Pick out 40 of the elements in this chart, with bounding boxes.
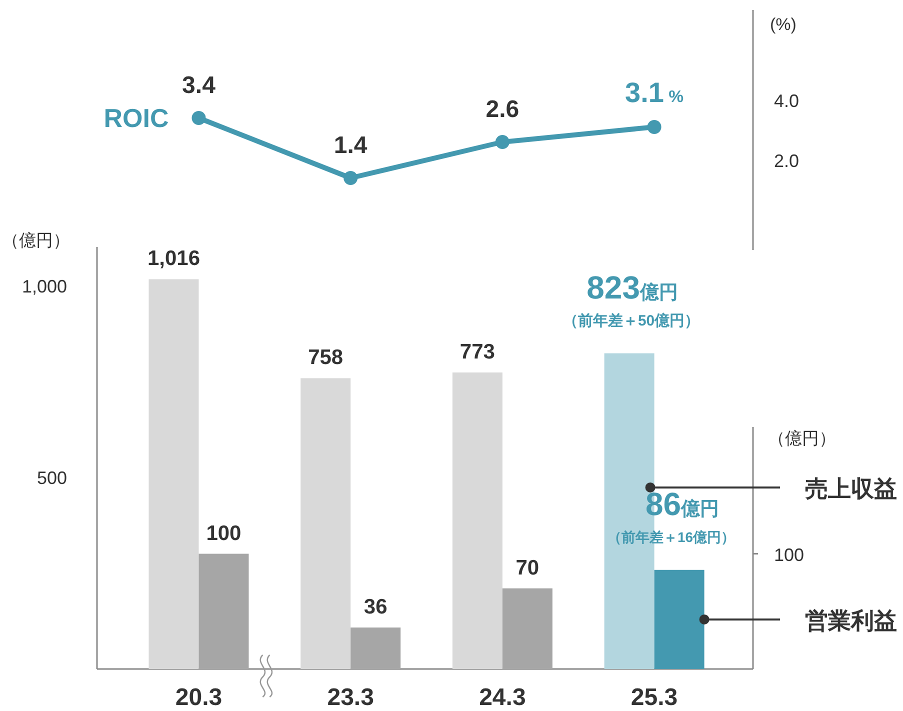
y2-axis-title: （億円）	[768, 429, 836, 448]
bar	[198, 554, 249, 669]
point	[344, 171, 358, 185]
data-label: 1,016	[147, 247, 200, 270]
data-label: 36	[364, 596, 388, 619]
bar	[148, 279, 199, 669]
bar	[300, 378, 351, 669]
data-label: 3.4	[182, 72, 216, 99]
data-label: 86億円	[646, 486, 720, 522]
y-tick-label: 2.0	[774, 151, 800, 171]
annotation: （前年差＋50億円）	[562, 312, 700, 330]
text: 営業利益	[805, 607, 897, 634]
data-label: 2.6	[486, 96, 520, 123]
text: 売上収益	[805, 475, 897, 502]
point	[495, 135, 510, 149]
point	[647, 120, 662, 134]
data-label: 3.1 %	[625, 77, 684, 108]
x-tick-label: 20.3	[175, 684, 222, 711]
data-label: 823億円	[586, 269, 678, 306]
y-axis-title: (%)	[770, 15, 796, 34]
data-label: 100	[206, 522, 242, 545]
bar	[350, 628, 401, 669]
data-label: 758	[308, 346, 344, 370]
annotation: （前年差＋16億円）	[608, 528, 736, 545]
y2-tick-label: 100	[774, 544, 804, 565]
x-tick-label: 24.3	[479, 684, 526, 711]
point	[192, 111, 206, 125]
bar	[502, 588, 552, 669]
y-axis-title: （億円）	[2, 231, 70, 250]
bar	[452, 372, 502, 669]
series-label: ROIC	[104, 103, 169, 133]
y-tick-label: 1,000	[22, 276, 67, 296]
data-label: 773	[460, 340, 495, 364]
y-tick-label: 500	[36, 468, 67, 488]
x-tick-label: 23.3	[327, 684, 374, 711]
data-label: 1.4	[334, 132, 368, 159]
data-label: 70	[516, 556, 540, 580]
bar	[654, 570, 704, 669]
y-tick-label: 4.0	[774, 91, 800, 111]
x-tick-label: 25.3	[630, 684, 678, 711]
